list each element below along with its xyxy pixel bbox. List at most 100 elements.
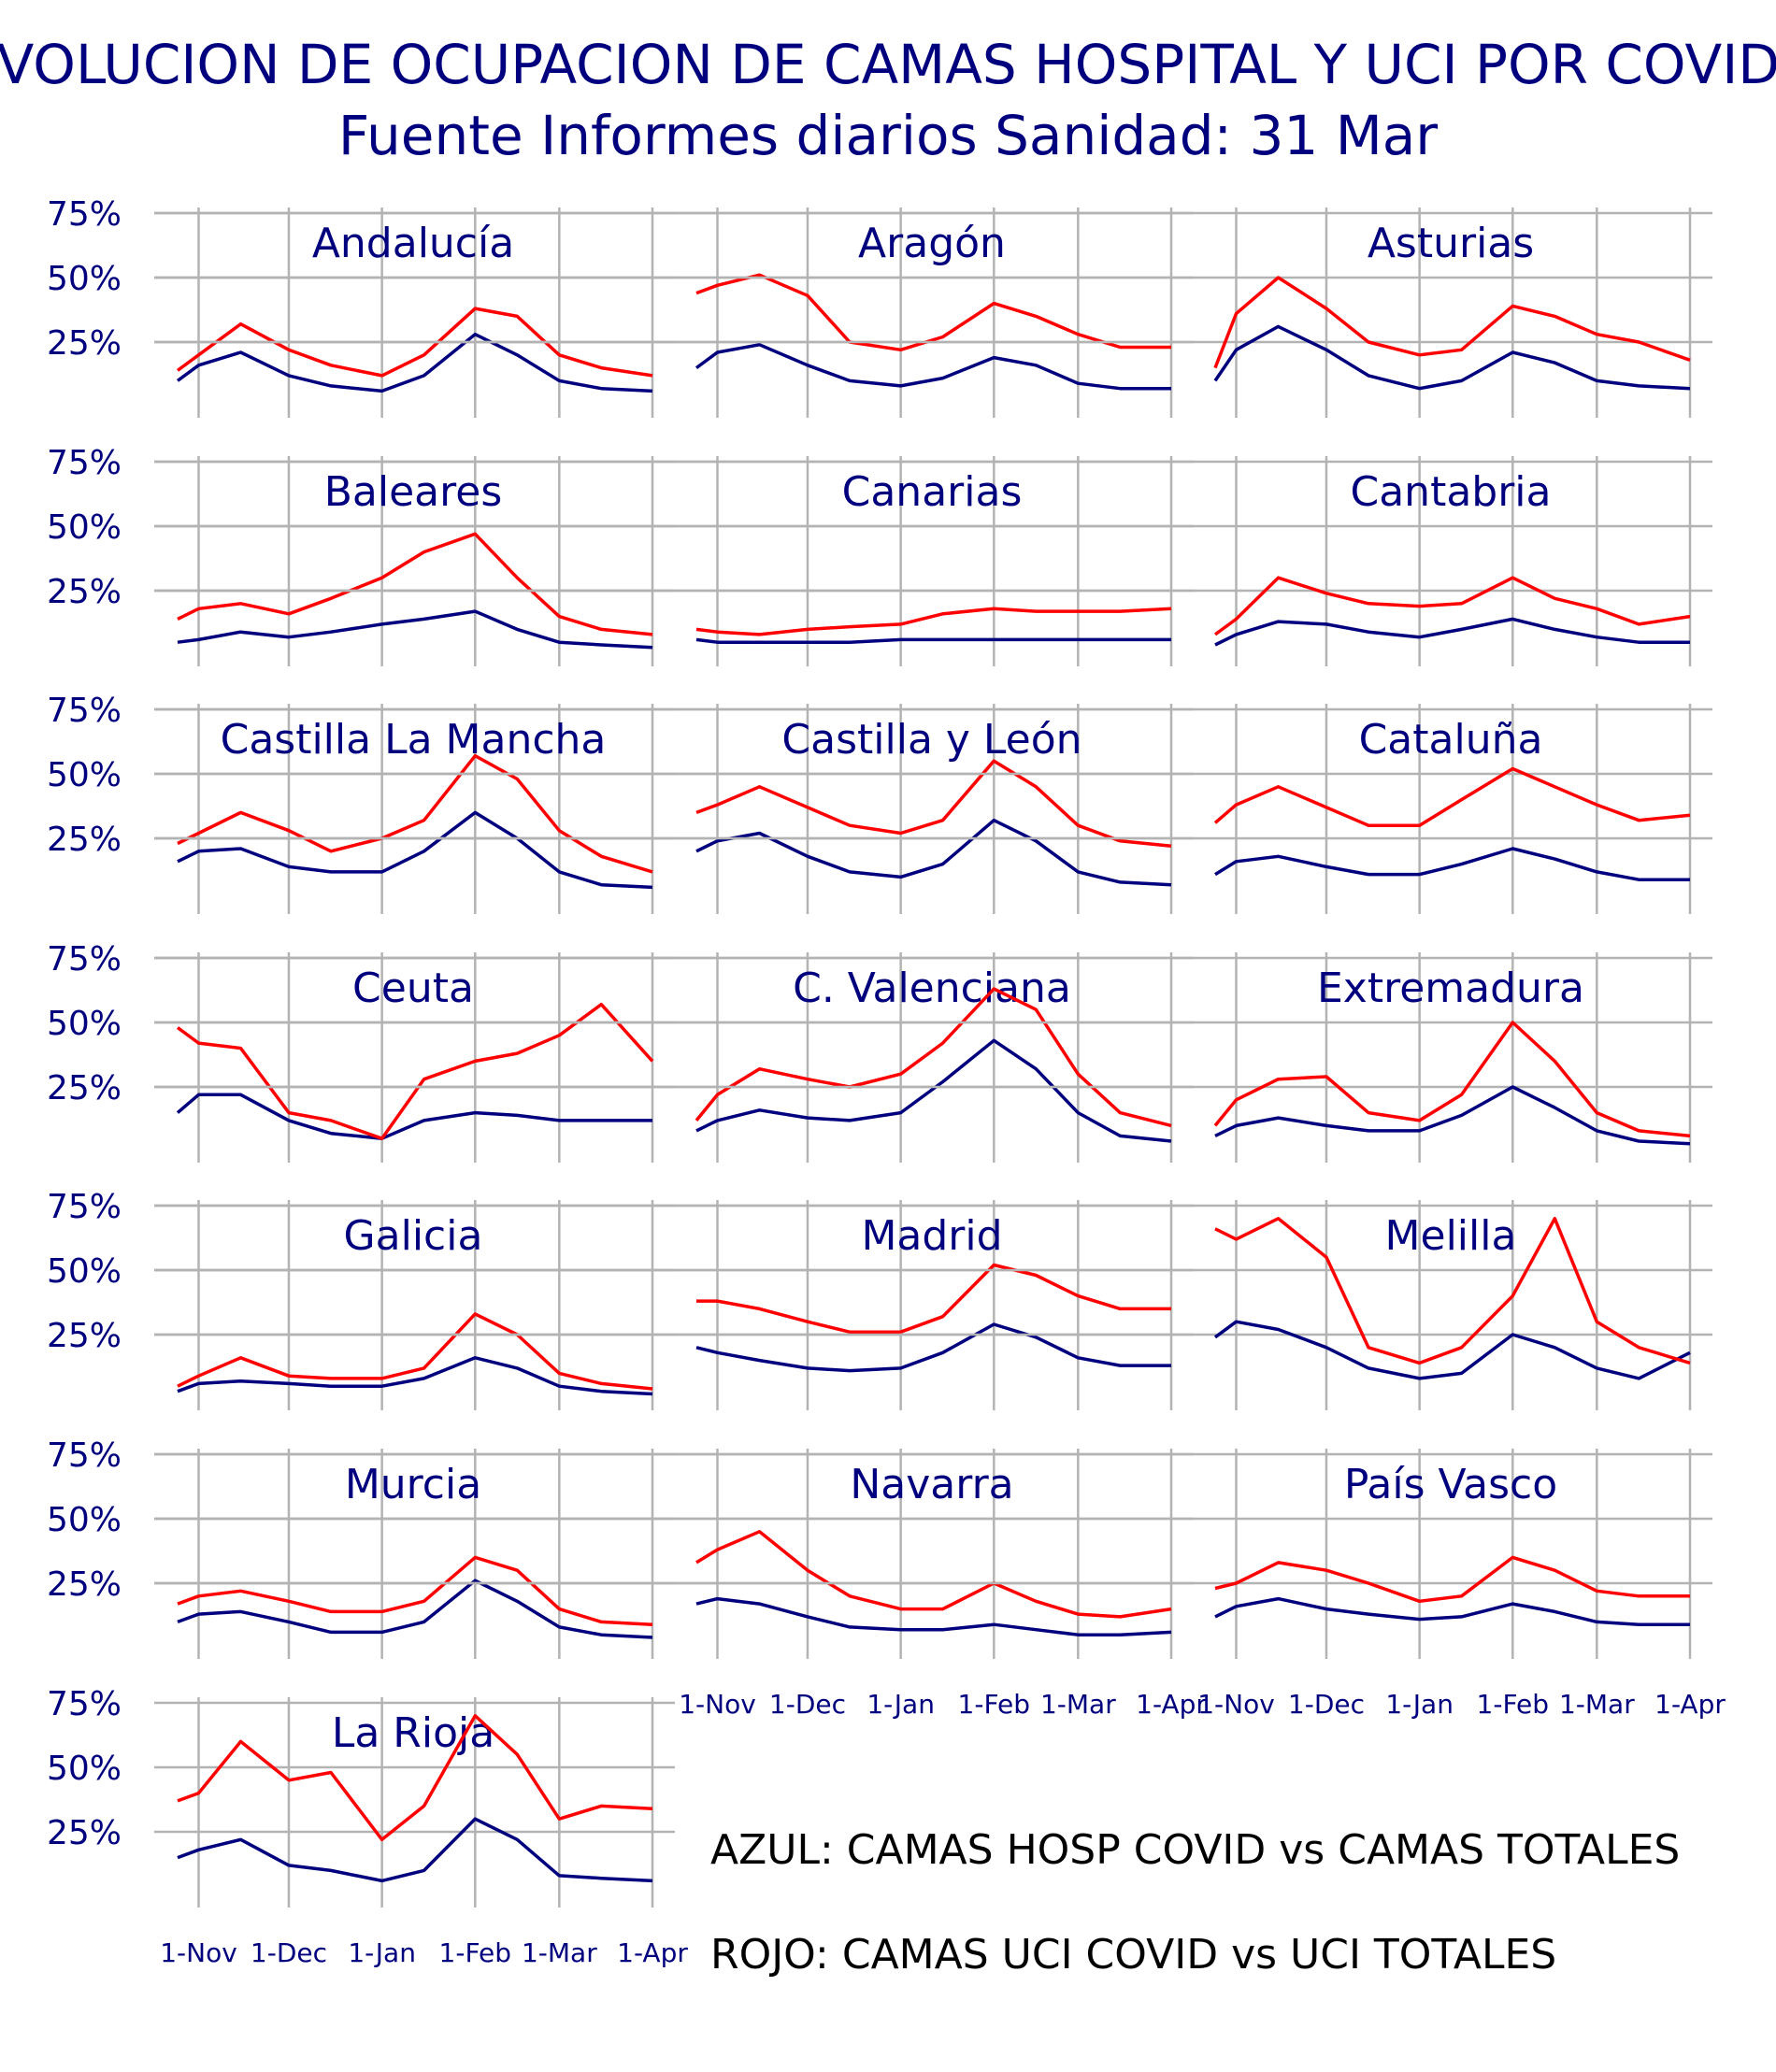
y-tick-label: 75% — [47, 195, 122, 234]
panel-title: Andalucía — [312, 220, 514, 267]
series-uci-line — [176, 307, 653, 378]
series-uci-line — [1213, 576, 1691, 636]
series-uci-line — [1213, 1021, 1691, 1138]
x-tick-label: 1-Jan — [867, 1689, 935, 1720]
series-uci-line — [1213, 276, 1691, 369]
series-hosp-line — [1213, 1320, 1691, 1380]
panel-title: Baleares — [324, 468, 503, 516]
y-tick-label: 50% — [47, 260, 122, 298]
chart-subtitle: Fuente Informes diarios Sanidad: 31 Mar — [337, 104, 1439, 167]
panel-andaluc-a: 25% 50% 75% Andalucía — [47, 195, 675, 418]
y-tick-label: 75% — [47, 1436, 122, 1475]
y-tick-label: 25% — [47, 1069, 122, 1107]
series-uci-line — [177, 753, 653, 874]
panel-title: Murcia — [345, 1461, 481, 1508]
series-uci-line — [695, 607, 1172, 636]
x-tick-label: 1-Nov — [679, 1689, 756, 1720]
y-tick-label: 50% — [47, 1750, 122, 1788]
panel-galicia: 25% 50% 75% Galicia — [47, 1188, 675, 1410]
series-uci-line — [1214, 1217, 1691, 1365]
series-uci-line — [696, 1263, 1171, 1334]
legend-uci: ROJO: CAMAS UCI COVID vs UCI TOTALES — [710, 1931, 1557, 1979]
series-uci-line — [1214, 1555, 1690, 1604]
series-hosp-line — [695, 1596, 1172, 1636]
x-tick-label: 1-Jan — [1385, 1689, 1454, 1720]
y-tick-label: 75% — [47, 692, 122, 730]
y-tick-label: 75% — [47, 1685, 122, 1723]
x-tick-label: 1-Dec — [251, 1937, 327, 1968]
series-hosp-line — [1214, 1596, 1690, 1626]
series-hosp-line — [177, 1356, 653, 1396]
y-tick-label: 50% — [47, 756, 122, 794]
y-tick-label: 50% — [47, 1252, 122, 1291]
series-hosp-line — [695, 1038, 1172, 1143]
x-tick-label: 1-Dec — [1288, 1689, 1365, 1720]
panel-title: Canarias — [842, 468, 1023, 516]
legend-hosp: AZUL: CAMAS HOSP COVID vs CAMAS TOTALES — [710, 1826, 1681, 1874]
series-uci-line — [695, 987, 1172, 1128]
series-uci-line — [177, 1555, 653, 1626]
panel-title: Melilla — [1385, 1212, 1517, 1260]
panel-castilla-la-mancha: 25% 50% 75% Castilla La Mancha — [47, 692, 675, 914]
panel-title: Navarra — [850, 1461, 1013, 1508]
panel-melilla: Melilla — [154, 1200, 1712, 1410]
panel-baleares: 25% 50% 75% Baleares — [47, 444, 675, 666]
x-tick-label: 1-Feb — [439, 1937, 512, 1968]
series-hosp-line — [695, 818, 1172, 887]
panel-catalu-a: Cataluña — [154, 704, 1712, 914]
series-uci-line — [177, 1312, 653, 1391]
x-tick-label: 1-Mar — [522, 1937, 597, 1968]
x-tick-label: 1-Mar — [1559, 1689, 1635, 1720]
y-tick-label: 50% — [47, 1005, 122, 1043]
series-hosp-line — [177, 1579, 653, 1639]
panel-cantabria: Cantabria — [154, 456, 1712, 666]
panel-title: Madrid — [861, 1212, 1002, 1260]
series-hosp-line — [176, 1093, 652, 1140]
panel-title: Castilla La Mancha — [221, 716, 607, 764]
panel-c-valenciana: C. Valenciana — [154, 952, 1194, 1163]
panel-title: Cantabria — [1351, 468, 1552, 516]
x-tick-label: 1-Apr — [617, 1937, 688, 1968]
y-tick-label: 75% — [47, 940, 122, 979]
panel-title: La Rioja — [332, 1709, 494, 1757]
panel-title: Extremadura — [1317, 965, 1584, 1012]
series-hosp-line — [1214, 847, 1690, 881]
y-tick-label: 50% — [47, 1501, 122, 1539]
series-hosp-line — [177, 609, 653, 650]
series-uci-line — [177, 1714, 653, 1842]
series-hosp-line — [695, 1322, 1171, 1373]
y-tick-label: 25% — [47, 1317, 122, 1355]
series-hosp-line — [1214, 617, 1690, 647]
x-tick-label: 1-Apr — [1136, 1689, 1207, 1720]
y-tick-label: 50% — [47, 508, 122, 547]
series-hosp-line — [1214, 1085, 1691, 1146]
panel-extremadura: Extremadura — [154, 952, 1712, 1163]
x-tick-label: 1-Mar — [1040, 1689, 1116, 1720]
x-tick-label: 1-Dec — [769, 1689, 846, 1720]
panel-title: Cataluña — [1359, 716, 1543, 764]
series-hosp-line — [695, 343, 1171, 391]
x-tick-label: 1-Nov — [160, 1937, 237, 1968]
panel-la-rioja: 25% 50% 75% La Rioja 1-Nov 1-Dec 1-Jan 1-Feb 1-M… — [47, 1685, 688, 1968]
y-tick-label: 75% — [47, 1188, 122, 1226]
panel-arag-n: Aragón — [154, 207, 1194, 418]
y-tick-label: 75% — [47, 444, 122, 482]
panel-pa-s-vasco: País Vasco 1-Nov 1-Dec 1-Jan 1-Feb 1-Mar 1-Apr — [154, 1449, 1726, 1720]
series-uci-line — [176, 1002, 654, 1140]
series-hosp-line — [177, 810, 653, 890]
panel-title: Galicia — [344, 1212, 483, 1260]
x-tick-label: 1-Feb — [1477, 1689, 1550, 1720]
y-tick-label: 25% — [47, 821, 122, 859]
x-tick-label: 1-Feb — [958, 1689, 1031, 1720]
y-tick-label: 25% — [47, 573, 122, 611]
series-hosp-line — [177, 1817, 653, 1883]
series-hosp-line — [1213, 324, 1691, 391]
series-uci-line — [695, 759, 1172, 849]
panel-title: Asturias — [1368, 220, 1534, 267]
series-uci-line — [695, 1530, 1172, 1619]
panel-ceuta: 25% 50% 75% Ceuta — [47, 940, 675, 1163]
chart-title: EVOLUCION DE OCUPACION DE CAMAS HOSPITAL… — [0, 33, 1776, 96]
x-tick-label: 1-Jan — [348, 1937, 416, 1968]
y-tick-label: 25% — [47, 1565, 122, 1604]
